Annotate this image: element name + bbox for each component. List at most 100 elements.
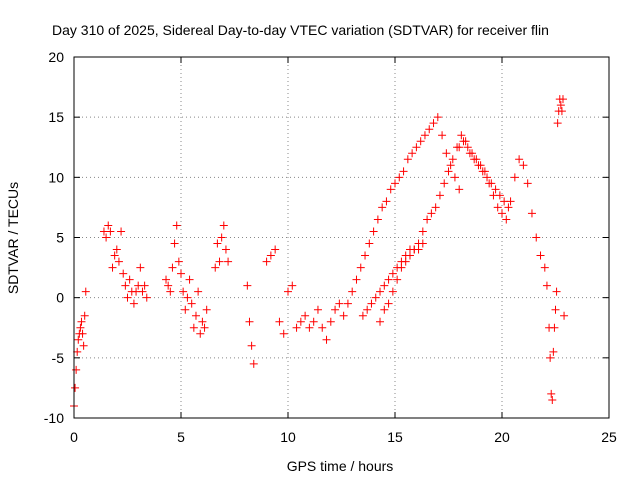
data-point (243, 281, 252, 290)
data-point (271, 245, 280, 254)
data-point (369, 227, 378, 236)
data-point (322, 335, 331, 344)
data-point (77, 317, 86, 326)
data-point (140, 281, 149, 290)
data-point (540, 263, 549, 272)
data-point (442, 149, 451, 158)
data-point (480, 167, 489, 176)
data-point (224, 257, 233, 266)
data-point (200, 323, 209, 332)
data-point (491, 185, 500, 194)
data-point (331, 305, 340, 314)
data-point (556, 101, 565, 110)
data-point (104, 221, 113, 230)
data-point (376, 287, 385, 296)
data-point (440, 179, 449, 188)
data-point (423, 215, 432, 224)
data-point (384, 299, 393, 308)
data-point (546, 353, 555, 362)
data-point (420, 131, 429, 140)
data-point (279, 329, 288, 338)
data-point (191, 311, 200, 320)
data-point (506, 197, 515, 206)
data-point (523, 179, 532, 188)
data-point (142, 293, 151, 302)
data-point (185, 275, 194, 284)
data-point (181, 305, 190, 314)
data-point (504, 203, 513, 212)
data-point (485, 179, 494, 188)
data-point (380, 305, 389, 314)
grid (74, 57, 609, 418)
data-point (301, 311, 310, 320)
data-point (493, 203, 502, 212)
data-point (444, 167, 453, 176)
data-point (448, 155, 457, 164)
data-point (284, 287, 292, 296)
data-point (388, 269, 397, 278)
data-point (81, 287, 90, 296)
data-point (343, 299, 352, 308)
data-point (519, 161, 528, 170)
data-point (376, 317, 385, 326)
data-point (352, 275, 361, 284)
x-tick-label: 20 (494, 429, 510, 445)
data-point (73, 347, 82, 356)
data-point (425, 125, 434, 134)
data-point (365, 239, 374, 248)
data-point (174, 257, 183, 266)
data-point (356, 263, 365, 272)
data-point (547, 389, 556, 398)
data-point (361, 251, 370, 260)
data-point (339, 311, 348, 320)
data-point (117, 227, 126, 236)
y-tick-label: -10 (44, 410, 64, 426)
data-point (196, 329, 205, 338)
data-point (472, 155, 481, 164)
data-point (403, 155, 412, 164)
data-point (187, 299, 196, 308)
data-point (313, 305, 322, 314)
data-point (213, 239, 222, 248)
data-point (119, 269, 128, 278)
data-point (498, 209, 506, 218)
data-point (418, 239, 427, 248)
data-point (335, 299, 344, 308)
data-point (476, 161, 485, 170)
data-point (275, 317, 284, 326)
data-point (247, 341, 256, 350)
data-point (431, 203, 440, 212)
data-point (80, 311, 89, 320)
data-point (102, 233, 111, 242)
data-point (164, 281, 173, 290)
x-tick-label: 15 (387, 429, 403, 445)
y-tick-label: 0 (56, 290, 64, 306)
data-point (198, 317, 207, 326)
x-tick-label: 25 (601, 429, 617, 445)
data-point (172, 221, 181, 230)
data-point (202, 305, 211, 314)
x-tick-label: 10 (280, 429, 296, 445)
data-point (399, 167, 408, 176)
data-point (468, 149, 477, 158)
data-point (136, 263, 145, 272)
data-point (386, 185, 395, 194)
data-point (305, 323, 314, 332)
data-point (416, 137, 425, 146)
data-point (168, 263, 177, 272)
y-axis-label: SDTVAR / TECUs (5, 182, 21, 294)
data-point (288, 281, 297, 290)
data-point (266, 251, 275, 260)
data-point (391, 179, 399, 188)
data-point (536, 251, 545, 260)
data-point (548, 395, 557, 404)
data-point (78, 329, 87, 338)
data-point (219, 221, 228, 230)
data-point (262, 257, 271, 266)
data-point (125, 275, 134, 284)
data-point (551, 305, 560, 314)
data-point (388, 287, 397, 296)
data-point (446, 161, 455, 170)
data-point (348, 287, 357, 296)
data-point (179, 287, 188, 296)
